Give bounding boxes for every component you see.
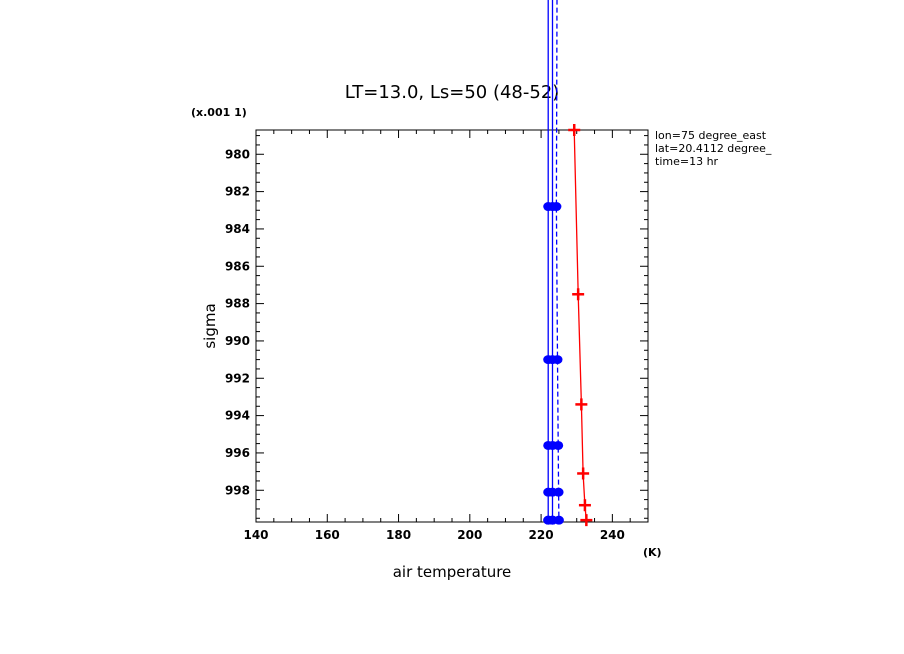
data-point (553, 487, 564, 497)
x-axis-label: air temperature (393, 563, 512, 581)
data-point (553, 440, 564, 450)
info-time: time=13 hr (655, 155, 719, 168)
y-tick-label: 988 (225, 297, 250, 311)
y-tick-label: 994 (225, 409, 250, 423)
y-tick-label: 986 (225, 259, 250, 273)
y-tick-label: 996 (225, 446, 250, 460)
x-unit-label: (K) (643, 546, 662, 559)
y-tick-label: 982 (225, 185, 250, 199)
data-point (577, 467, 590, 480)
chart-title: LT=13.0, Ls=50 (48-52) (345, 82, 560, 103)
data-point (578, 499, 591, 512)
y-tick-label: 984 (225, 222, 250, 236)
y-tick-label: 992 (225, 371, 250, 385)
data-point (551, 202, 562, 212)
series-layer (543, 0, 593, 527)
data-point (568, 124, 581, 136)
x-axis: 140 160 180 200 220 240 (243, 130, 649, 542)
y-tick-label: 990 (225, 334, 250, 348)
data-point (553, 515, 564, 525)
plot-frame (255, 129, 649, 523)
x-tick-label: 220 (529, 528, 554, 542)
data-point (552, 355, 563, 365)
info-lon: lon=75 degree_east (655, 129, 767, 142)
series-line (573, 129, 587, 521)
x-tick-label: 140 (243, 528, 268, 542)
x-tick-label: 240 (600, 528, 625, 542)
y-tick-label: 998 (225, 483, 250, 497)
x-tick-label: 160 (315, 528, 340, 542)
info-lat: lat=20.4112 degree_ (655, 142, 772, 155)
y-axis-label: sigma (201, 303, 219, 348)
y-scale-label: (x.001 1) (191, 106, 247, 119)
y-axis: 980 982 984 986 988 990 992 994 996 998 (225, 135, 648, 519)
x-tick-label: 180 (386, 528, 411, 542)
x-tick-label: 200 (457, 528, 482, 542)
data-point (575, 398, 588, 411)
y-tick-label: 980 (225, 147, 250, 161)
data-point (572, 288, 585, 301)
series-line (555, 0, 560, 521)
data-point (580, 514, 593, 527)
